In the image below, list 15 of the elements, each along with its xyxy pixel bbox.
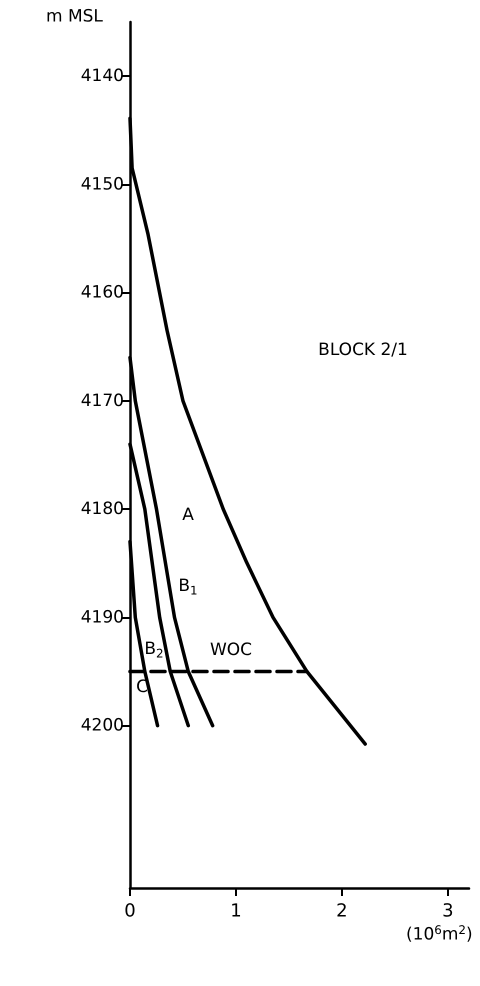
x-tick-label: 3 xyxy=(442,900,454,922)
annotation: BLOCK 2/1 xyxy=(318,340,408,360)
y-tick-label: 4180 xyxy=(80,499,124,520)
annotation: A xyxy=(182,505,194,525)
y-tick-label: 4160 xyxy=(80,282,124,303)
y-tick-label: 4190 xyxy=(80,607,124,628)
x-tick-label: 2 xyxy=(336,900,348,922)
y-tick-label: 4170 xyxy=(80,390,124,411)
x-tick-label: 0 xyxy=(124,900,136,922)
annotation: WOC xyxy=(210,640,252,660)
y-axis-title: m MSL xyxy=(46,6,104,26)
y-tick-label: 4140 xyxy=(80,66,124,86)
y-tick-label: 4150 xyxy=(80,174,124,194)
x-tick-label: 1 xyxy=(230,900,242,922)
y-tick-label: 4200 xyxy=(80,716,124,736)
